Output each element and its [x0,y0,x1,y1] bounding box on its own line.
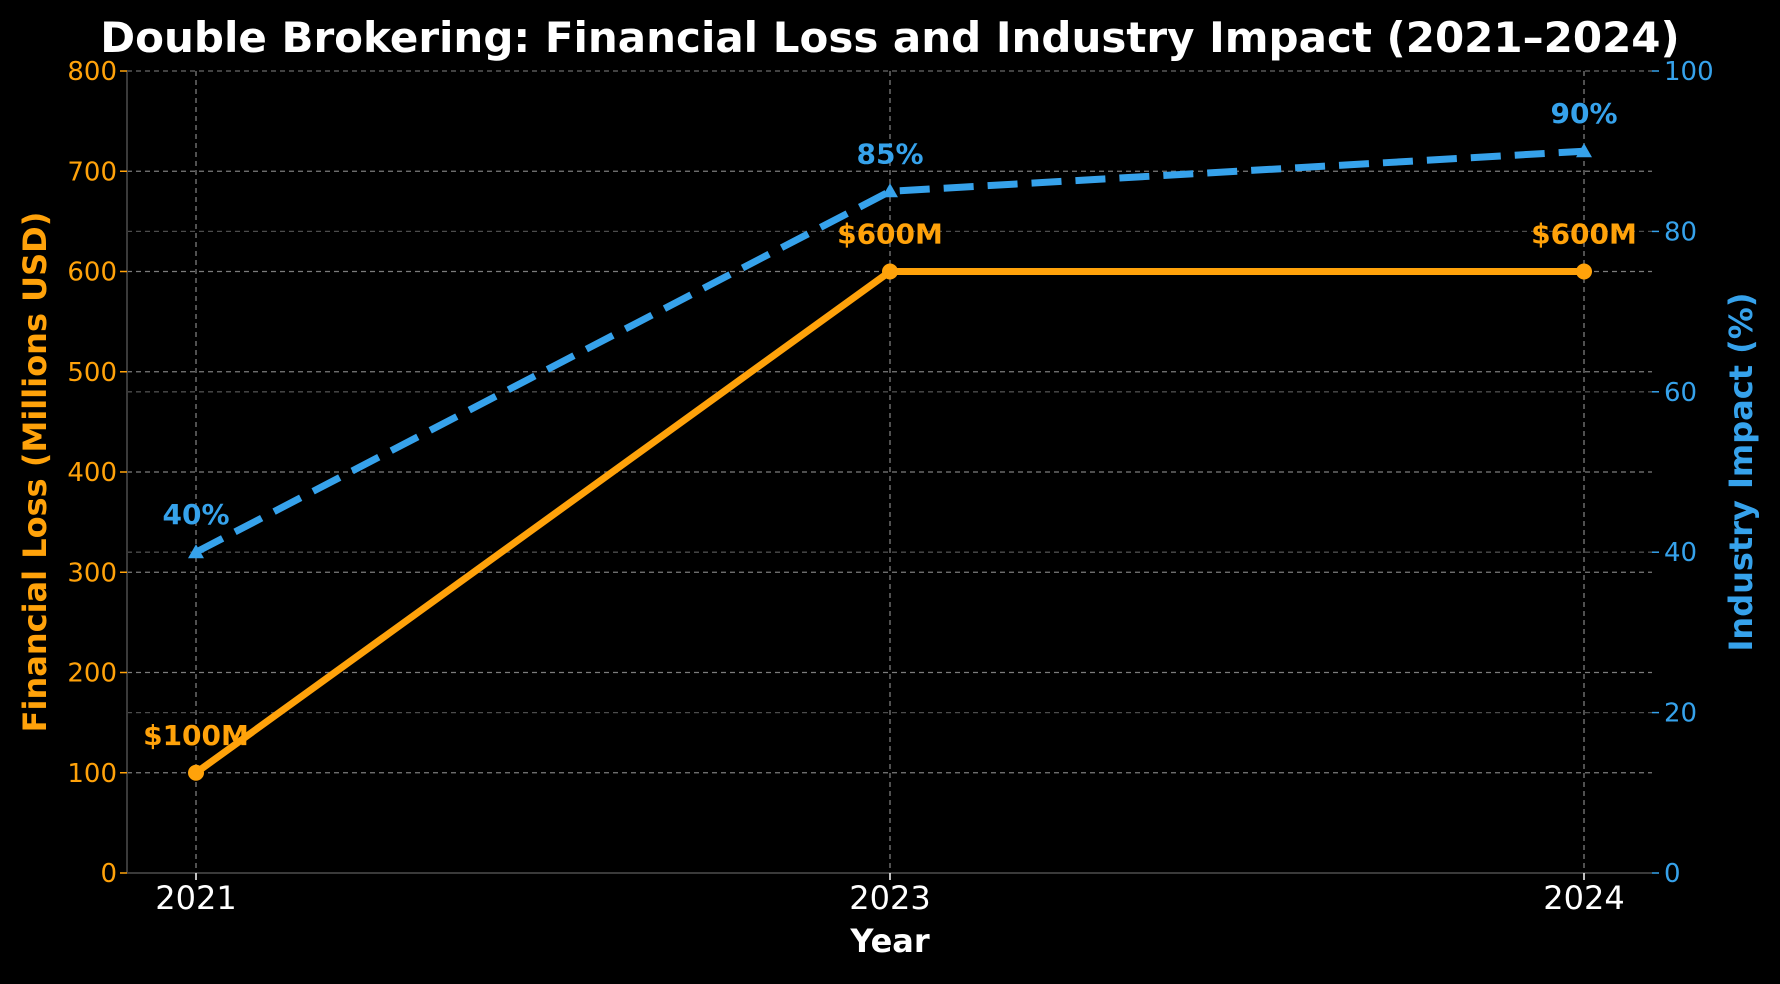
y-left-tick-800: 800 [67,57,117,87]
y-right-tick-80: 80 [1664,217,1697,247]
data-label-impact-2023: 85% [856,137,923,170]
data-label-loss-2021: $100M [143,719,249,752]
data-label-impact-2021: 40% [162,498,229,531]
point-loss-2024 [1576,263,1592,280]
y-left-tick-300: 300 [67,558,117,588]
point-impact-2021 [188,544,204,559]
x-tick-2021: 2021 [155,879,236,917]
series-line-impact [194,147,1585,556]
y-right-tick-100: 100 [1664,57,1714,87]
y-left-tick-700: 700 [67,157,117,187]
y-axis-right-label: Industry Impact (%) [1722,293,1760,652]
y-right-tick-0: 0 [1664,859,1681,889]
point-impact-2024 [1576,143,1592,158]
tick-labels: 0 100 200 300 400 500 600 700 800 0 20 40 60 80 100 202… [67,57,1713,917]
grid-lines [127,70,1652,874]
x-tick-2024: 2024 [1543,879,1624,917]
y-right-tick-40: 40 [1664,538,1697,568]
data-label-loss-2024: $600M [1531,218,1637,251]
y-right-tick-60: 60 [1664,378,1697,408]
y-left-tick-0: 0 [100,859,117,889]
data-label-impact-2024: 90% [1550,97,1617,130]
x-tick-2023: 2023 [849,879,930,917]
series-markers [188,143,1592,781]
data-label-loss-2023: $600M [837,218,943,251]
point-loss-2021 [188,764,204,781]
y-left-tick-400: 400 [67,458,117,488]
data-labels: $100M $600M $600M 40% 85% 90% [143,97,1637,752]
y-left-tick-600: 600 [67,258,117,288]
y-axis-left-label: Financial Loss (Millions USD) [16,212,54,733]
point-loss-2023 [882,263,898,280]
y-left-tick-500: 500 [67,358,117,388]
y-left-tick-200: 200 [67,659,117,689]
y-left-tick-100: 100 [67,759,117,789]
y-right-tick-20: 20 [1664,699,1697,729]
x-axis-label: Year [849,922,930,960]
chart-title: Double Brokering: Financial Loss and Ind… [100,13,1679,62]
point-impact-2023 [882,183,898,198]
